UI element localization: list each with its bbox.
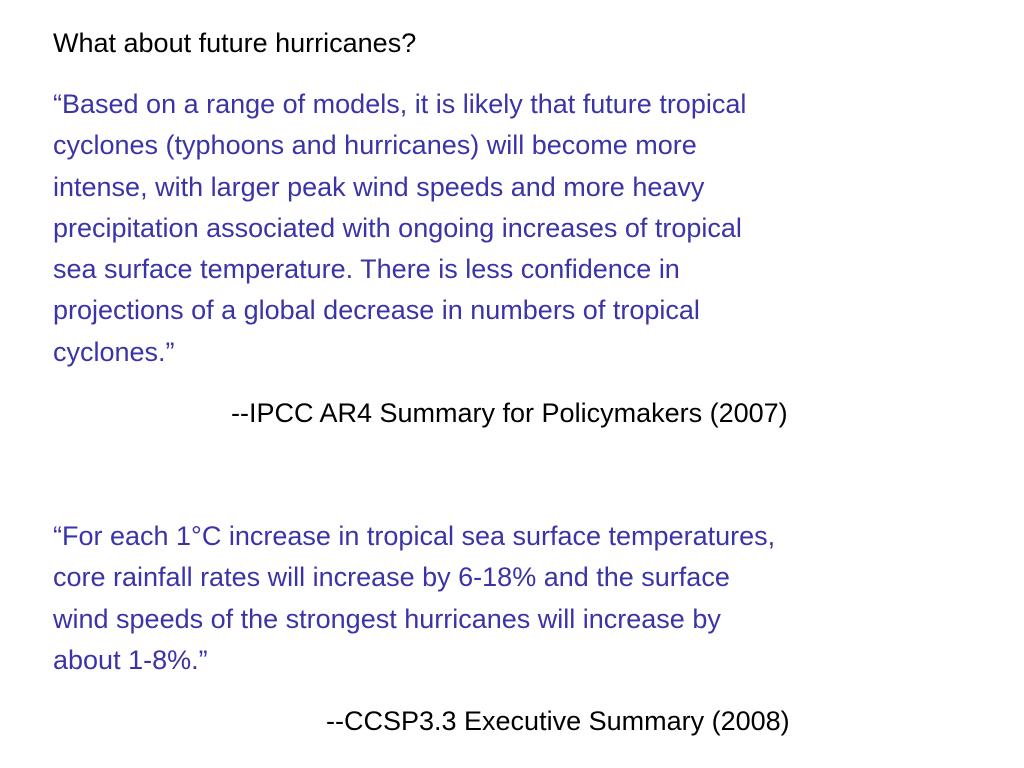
quote-ccsp: “For each 1°C increase in tropical sea s… xyxy=(53,521,776,675)
attribution-ipcc: --IPCC AR4 Summary for Policymakers (200… xyxy=(231,398,788,428)
attribution-ccsp: --CCSP3.3 Executive Summary (2008) xyxy=(326,706,790,736)
slide-heading: What about future hurricanes? xyxy=(53,28,417,58)
quote-ipcc: “Based on a range of models, it is likel… xyxy=(53,89,747,367)
